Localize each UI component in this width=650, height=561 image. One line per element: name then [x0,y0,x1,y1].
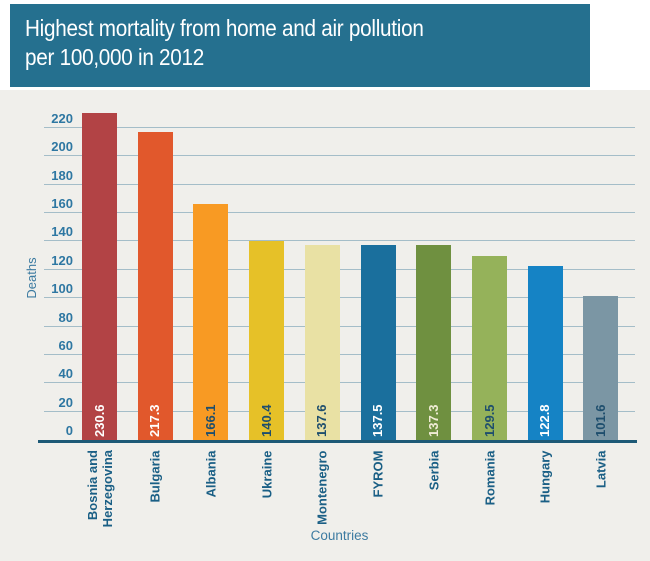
y-tick-label: 200 [51,139,73,155]
x-axis-title: Countries [310,528,369,543]
bar-value-label: 137.5 [370,404,386,437]
bar-value-label: 122.8 [537,404,553,437]
y-tick-label: 100 [51,281,73,297]
bar [416,245,452,440]
bar [137,131,173,440]
bar-value-label: 140.4 [258,404,274,437]
gridline [44,155,635,157]
bar [304,244,340,440]
chart-title-banner: Highest mortality from home and air poll… [10,4,590,87]
x-category-label: FYROM [370,450,386,497]
x-category-label: Albania [203,450,219,497]
chart-title: Highest mortality from home and air poll… [25,14,565,72]
x-category-label: Serbia [426,450,442,490]
bar-value-label: 101.6 [592,404,608,437]
bar-value-label: 230.6 [91,404,107,437]
x-axis-line [38,440,637,443]
chart-title-line1: Highest mortality from home and air poll… [25,15,424,41]
bar [583,295,619,440]
y-tick-label: 60 [58,337,73,353]
y-tick-label: 120 [51,252,73,268]
x-category-label: Montenegro [314,450,330,525]
bar-value-label: 137.6 [314,404,330,437]
bar-value-label: 166.1 [202,404,218,437]
y-tick-label: 80 [58,309,73,325]
y-tick-label: 220 [51,111,73,126]
gridline [44,240,635,242]
x-category-label: Latvia [593,450,609,488]
y-tick-label: 140 [51,224,73,240]
y-tick-label: 40 [58,366,73,382]
y-tick-label: 180 [51,167,73,183]
bar [360,245,396,440]
x-category-label: Ukraine [259,450,275,498]
bar [193,204,229,440]
bar [472,256,508,440]
y-tick-label: 20 [58,394,73,410]
bar-value-label: 217.3 [147,404,163,437]
x-category-label: Bosnia and Herzegovina [84,450,115,528]
bar [527,265,563,440]
gridline [44,183,635,185]
gridline [44,127,635,128]
x-category-label: Romania [482,450,498,505]
x-category-label: Bulgaria [147,450,163,503]
y-tick-label: 160 [51,196,73,212]
chart-title-line2: per 100,000 in 2012 [25,44,205,70]
y-tick-label: 0 [65,423,73,438]
x-category-label: Hungary [537,450,553,503]
bar [82,112,117,440]
bar-value-label: 137.3 [425,404,441,437]
gridline [44,212,635,214]
bar [249,240,285,440]
bar-value-label: 129.5 [481,404,497,437]
